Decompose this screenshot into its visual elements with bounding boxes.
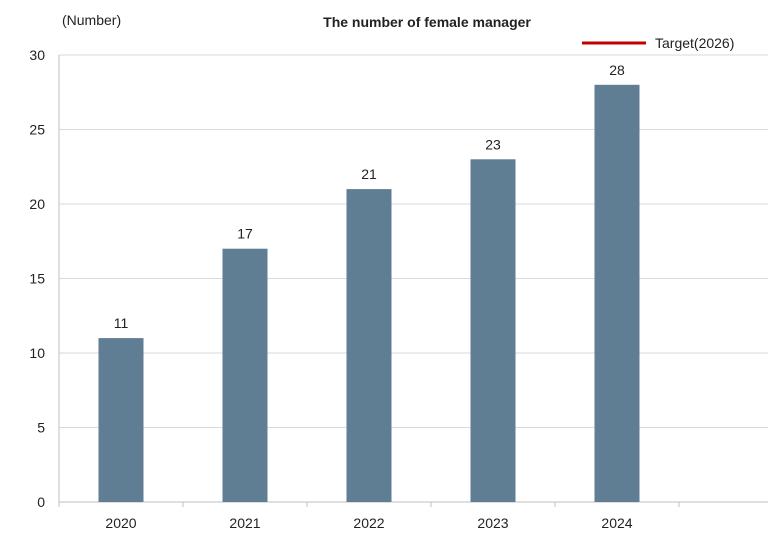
x-tick-label: 2020: [105, 515, 136, 531]
x-tick-labels: 2020 2021 2022 2023 2024: [105, 515, 632, 531]
y-tick-label: 20: [29, 196, 45, 212]
data-label: 23: [485, 136, 501, 152]
data-label: 21: [361, 166, 377, 182]
x-tick-label: 2021: [229, 515, 260, 531]
gridlines: [59, 54, 768, 428]
axes: [58, 55, 768, 507]
data-labels: 11 17 21 23 28: [114, 62, 625, 331]
bar-2021: [222, 248, 268, 502]
bar-2020: [98, 338, 144, 502]
chart-title: The number of female manager: [323, 14, 531, 30]
y-tick-label: 25: [29, 122, 45, 138]
x-tick-label: 2024: [601, 515, 632, 531]
y-tick-label: 15: [29, 271, 45, 287]
legend: Target(2026): [582, 35, 734, 51]
data-label: 11: [114, 315, 129, 331]
bar-2022: [346, 189, 392, 502]
x-tick-label: 2022: [353, 515, 384, 531]
y-tick-label: 0: [37, 494, 45, 510]
legend-label-target: Target(2026): [655, 35, 734, 51]
y-tick-labels: 0 5 10 15 20 25 30: [29, 47, 45, 510]
bar-2024: [594, 84, 640, 503]
data-label: 17: [237, 226, 253, 242]
bar-2023: [470, 159, 516, 503]
y-tick-label: 30: [29, 47, 45, 63]
x-tick-label: 2023: [477, 515, 508, 531]
y-axis-label: (Number): [62, 12, 121, 28]
data-label: 28: [609, 62, 625, 78]
bars: [98, 84, 640, 503]
y-tick-label: 10: [29, 345, 45, 361]
y-tick-label: 5: [37, 420, 45, 436]
